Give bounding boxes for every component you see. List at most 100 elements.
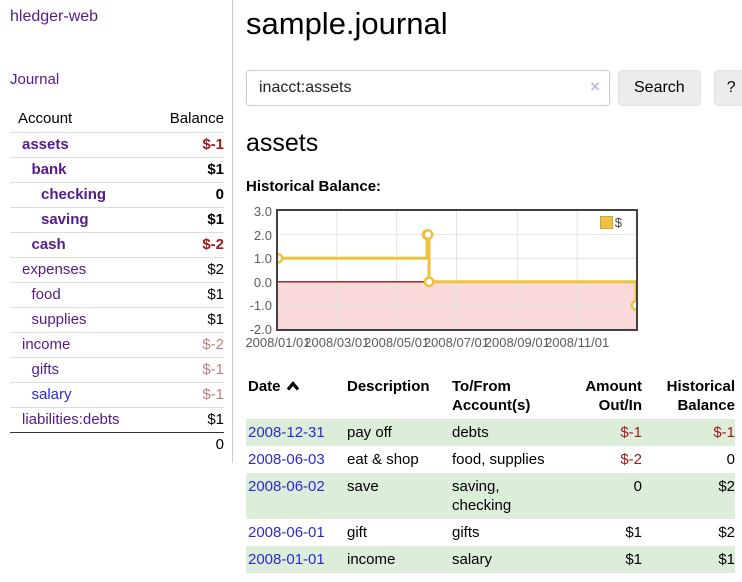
- account-balance: $-1: [153, 132, 224, 158]
- col-accounts: To/From Account(s): [452, 378, 531, 414]
- search-input-wrap: ×: [246, 70, 610, 106]
- search-form: × Search ?: [246, 70, 742, 106]
- sidebar: hledger-web Journal Account Balance asse…: [0, 0, 233, 463]
- account-row: supplies $1: [10, 307, 224, 333]
- legend-label: $: [614, 215, 622, 230]
- accounts-header-balance: Balance: [169, 110, 224, 127]
- account-balance: $2: [153, 257, 224, 283]
- register-row: 2008-06-01 gift gifts $1 $2: [246, 519, 735, 546]
- register-description: income: [347, 551, 396, 568]
- account-row: checking 0: [10, 182, 224, 208]
- account-row: expenses $2: [10, 257, 224, 283]
- search-button[interactable]: Search: [618, 70, 701, 106]
- register-amount: $-2: [620, 451, 642, 468]
- chart-plot-area: $: [276, 209, 638, 331]
- chart-y-tick-label: -1.0: [249, 298, 272, 314]
- register-header-row: Date Description To/From Account(s) Amou…: [246, 373, 735, 419]
- chart-y-tick-label: 0.0: [253, 274, 272, 290]
- data-point-marker: [422, 229, 434, 241]
- register-date-link[interactable]: 2008-06-03: [248, 451, 325, 468]
- col-balance: Historical Balance: [666, 378, 735, 414]
- chart-canvas: [278, 211, 636, 329]
- account-balance: $-2: [153, 232, 224, 258]
- data-point-marker: [278, 252, 284, 264]
- account-row: gifts $-1: [10, 357, 224, 383]
- register-date-link[interactable]: 2008-01-01: [248, 551, 325, 568]
- chart-y-tick-label: 3.0: [253, 204, 272, 219]
- account-row: liabilities:debts $1: [10, 407, 224, 433]
- help-button[interactable]: ?: [713, 70, 742, 106]
- account-balance: $1: [153, 282, 224, 308]
- col-description: Description: [347, 378, 430, 395]
- sidebar-account-link[interactable]: checking: [41, 186, 107, 203]
- accounts-header-row: Account Balance: [10, 107, 224, 133]
- clear-search-icon[interactable]: ×: [590, 77, 600, 96]
- account-title: assets: [246, 129, 319, 157]
- register-date-link[interactable]: 2008-06-01: [248, 524, 325, 541]
- account-balance: $-1: [153, 357, 224, 383]
- account-balance: $1: [153, 407, 224, 433]
- register-row: 2008-12-31 pay off debts $-1 $-1: [246, 419, 735, 446]
- nav-journal: Journal: [10, 71, 224, 88]
- register-amount: 0: [633, 478, 642, 495]
- register-accounts: saving, checking: [452, 478, 512, 514]
- accounts-total-value: 0: [153, 432, 224, 457]
- chart-title: Historical Balance:: [246, 178, 382, 195]
- search-input[interactable]: [246, 70, 610, 106]
- data-point-marker: [630, 299, 636, 311]
- sidebar-account-link[interactable]: salary: [31, 386, 72, 403]
- col-date-sort[interactable]: Date: [246, 373, 345, 419]
- register-description: gift: [347, 524, 368, 541]
- register-amount: $1: [625, 524, 642, 541]
- sidebar-account-link[interactable]: income: [22, 336, 71, 353]
- chart-x-tick-label: 2008/05/01: [364, 335, 430, 350]
- nav-journal-link[interactable]: Journal: [10, 71, 60, 88]
- account-row: cash $-2: [10, 232, 224, 258]
- sidebar-account-link[interactable]: food: [31, 286, 61, 303]
- historical-balance-chart: $ 3.0 2.0 1.0 0.0 -1.0 -2.0 2008/01/01 2008/03/…: [245, 204, 646, 351]
- register-table: Date Description To/From Account(s) Amou…: [246, 373, 735, 573]
- sidebar-account-link[interactable]: liabilities:debts: [22, 411, 120, 428]
- account-balance: 0: [153, 182, 224, 208]
- register-accounts: salary: [452, 551, 493, 568]
- register-description: eat & shop: [347, 451, 419, 468]
- register-balance: $1: [718, 551, 735, 568]
- register-row: 2008-01-01 income salary $1 $1: [246, 546, 735, 573]
- register-description: pay off: [347, 424, 392, 441]
- sidebar-account-link[interactable]: bank: [31, 161, 67, 178]
- account-balance: $-2: [153, 332, 224, 358]
- sidebar-account-link[interactable]: gifts: [31, 361, 60, 378]
- register-date-link[interactable]: 2008-06-02: [248, 478, 325, 495]
- sidebar-account-link[interactable]: cash: [31, 236, 66, 253]
- register-amount: $-1: [620, 424, 642, 441]
- chart-x-tick-label: 2008/03/01: [304, 335, 370, 350]
- legend-swatch-icon: [599, 216, 613, 229]
- chart-x-tick-label: 2008/07/01: [423, 335, 490, 350]
- accounts-total-spacer: [10, 432, 154, 457]
- data-point-marker: [423, 276, 435, 288]
- sort-ascending-icon: [286, 381, 299, 391]
- sidebar-account-link[interactable]: saving: [41, 211, 89, 228]
- register-row: 2008-06-03 eat & shop food, supplies $-2 0: [246, 446, 735, 473]
- app-brand-link[interactable]: hledger-web: [10, 8, 99, 25]
- account-row: bank $1: [10, 157, 224, 183]
- account-row: saving $1: [10, 207, 224, 233]
- chart-legend: $: [598, 215, 623, 230]
- register-accounts: gifts: [452, 524, 480, 541]
- register-accounts: debts: [452, 424, 489, 441]
- col-amount: Amount Out/In: [585, 378, 642, 414]
- register-balance: $2: [718, 478, 735, 495]
- chart-x-tick-label: 2008/11/01: [545, 335, 610, 350]
- register-accounts: food, supplies: [452, 451, 545, 468]
- sidebar-account-link[interactable]: supplies: [31, 311, 87, 328]
- sidebar-account-link[interactable]: assets: [22, 136, 69, 153]
- chart-x-tick-label: 2008/01/01: [245, 335, 311, 350]
- chart-x-tick-label: 2008/09/01: [484, 335, 550, 350]
- sidebar-account-link[interactable]: expenses: [22, 261, 87, 278]
- accounts-table: Account Balance assets $-1 bank $1 checking 0…: [10, 107, 224, 457]
- register-row: 2008-06-02 save saving, checking 0 $2: [246, 473, 735, 519]
- accounts-header-account: Account: [18, 110, 73, 127]
- account-row: income $-2: [10, 332, 224, 358]
- register-date-link[interactable]: 2008-12-31: [248, 424, 325, 441]
- register-description: save: [347, 478, 379, 495]
